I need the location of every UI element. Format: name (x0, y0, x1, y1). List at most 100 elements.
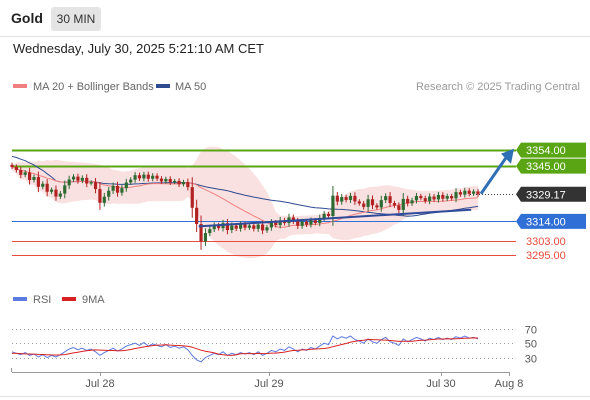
candle (190, 177, 194, 218)
candle-body (247, 225, 251, 228)
candle-body (93, 182, 98, 190)
candle-body (234, 225, 238, 229)
ma20-line (11, 166, 479, 228)
candle (353, 192, 357, 205)
candle (445, 193, 449, 202)
candle-body (85, 177, 89, 184)
price-tag-box (516, 158, 586, 174)
candle (247, 223, 251, 230)
candle (326, 211, 331, 219)
candle-body (340, 197, 344, 202)
candle (406, 195, 410, 207)
candle-body (177, 180, 181, 185)
candle (173, 179, 177, 185)
candle-body (243, 224, 247, 228)
price-label-3295.00: 3295.00 (526, 250, 566, 262)
candle (463, 187, 467, 198)
candle-body (137, 175, 142, 179)
candle (124, 178, 128, 192)
candle (41, 181, 45, 190)
candle (454, 188, 458, 203)
candle-body (168, 178, 172, 183)
candle (181, 179, 186, 187)
candle (27, 167, 32, 185)
candle (107, 186, 111, 201)
timeframe-button[interactable]: 30 MIN (51, 7, 101, 31)
candle-body (441, 194, 445, 199)
candle-body (252, 225, 256, 229)
candle-body (115, 185, 120, 193)
candle-body (406, 198, 410, 204)
candle-body (467, 190, 471, 194)
candle-body (212, 225, 216, 230)
candle-body (58, 193, 62, 197)
candle-body (49, 189, 54, 192)
price-label-3303.00: 3303.00 (526, 236, 566, 248)
candle-body (331, 195, 335, 216)
candle-body (155, 175, 159, 179)
candle (344, 194, 348, 203)
legend-label-9ma: 9MA (82, 294, 105, 306)
candle-body (344, 197, 348, 200)
candle-body (397, 205, 401, 210)
candle-body (256, 224, 260, 229)
candle-body (32, 176, 36, 180)
legend-swatch-ma20 (13, 84, 27, 88)
candle (428, 193, 432, 205)
candle-body (76, 176, 80, 181)
candle-body (384, 196, 388, 201)
candle-body (419, 196, 423, 199)
candle (414, 192, 419, 204)
candle (335, 191, 339, 206)
candle-body (195, 207, 199, 225)
candle (120, 185, 124, 196)
candle-body (370, 199, 375, 206)
candle-body (124, 182, 128, 189)
candle-body (322, 213, 326, 218)
candle (252, 222, 256, 232)
candle-body (318, 217, 322, 223)
price-tag-box (516, 213, 586, 229)
legend-label-ma20: MA 20 + Bollinger Bands (33, 81, 154, 93)
candle (67, 175, 71, 190)
candle (80, 175, 84, 184)
price-tag-3345.00: 3345.00 (516, 158, 586, 174)
rsi-panel: RSI 9MA 70 50 30 (11, 294, 537, 366)
candle-body (366, 199, 370, 207)
candle-body (239, 224, 243, 229)
candle-body (120, 188, 124, 193)
candle (208, 226, 212, 236)
candle-body (357, 201, 361, 204)
candle (476, 188, 480, 197)
candle-body (296, 221, 300, 226)
candle-body (291, 217, 295, 222)
candle (419, 193, 423, 201)
candle (340, 193, 344, 205)
candle-body (432, 196, 436, 200)
candle-body (27, 172, 32, 180)
price-panel: MA 20 + Bollinger Bands MA 50 Research © 2… (10, 81, 586, 262)
candle (32, 174, 36, 183)
candle-body (353, 195, 357, 202)
candle (441, 192, 445, 202)
candle (49, 187, 54, 194)
candle (401, 192, 405, 216)
candle-body (375, 205, 379, 208)
candle-body (133, 175, 137, 180)
candle-body (67, 179, 71, 186)
candle-body (186, 181, 190, 188)
candle (291, 214, 295, 224)
candle (392, 200, 397, 208)
candle-body (98, 189, 102, 203)
candle (436, 191, 441, 203)
candle-body (217, 225, 221, 229)
candle (111, 182, 115, 194)
candle (410, 197, 414, 206)
candle (93, 177, 98, 194)
candle-body (423, 198, 427, 202)
candle-body (111, 185, 115, 191)
candle (397, 202, 401, 214)
price-tag-3329.17: 3329.17 (516, 186, 586, 202)
candle (203, 228, 208, 246)
price-tag-text: 3345.00 (526, 161, 566, 173)
